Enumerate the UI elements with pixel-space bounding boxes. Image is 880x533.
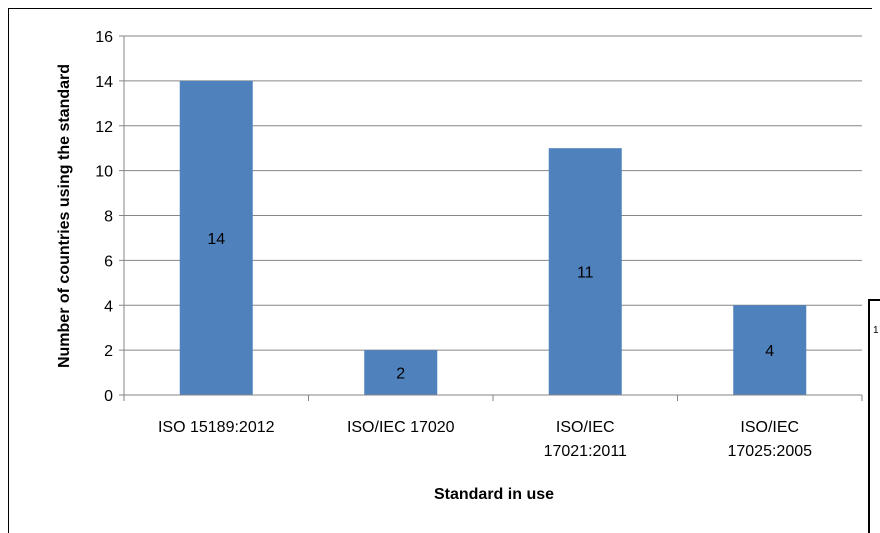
x-tick-label: ISO/IEC: [740, 419, 799, 436]
data-label: 4: [765, 343, 774, 360]
y-tick-label: 10: [95, 164, 113, 181]
x-tick-label: ISO/IEC 17020: [347, 419, 455, 436]
y-tick-label: 8: [104, 209, 113, 226]
y-tick-label: 2: [104, 343, 113, 360]
bar: [364, 350, 438, 395]
x-tick-label: 17021:2011: [544, 443, 627, 460]
y-tick-label: 6: [104, 253, 113, 270]
y-tick-label: 4: [104, 298, 113, 315]
background-window-partial-text: 1: [873, 325, 879, 336]
x-tick-label: ISO/IEC: [556, 419, 615, 436]
y-axis-title: Number of countries using the standard: [56, 64, 73, 368]
x-tick-label: ISO 15189:2012: [158, 419, 275, 436]
bar: [733, 305, 807, 395]
bars: [179, 80, 807, 395]
axis-labels: 0 2 4 6 8 10 12 14 16 14 ISO 15189:2012 2 ISO/IEC 17…: [95, 29, 812, 460]
background-window-edge: [868, 299, 880, 533]
bar: [179, 80, 253, 395]
y-tick-label: 16: [95, 29, 113, 46]
axes: [119, 35, 863, 401]
x-tick-label: 17025:2005: [727, 443, 812, 460]
y-tick-label: 12: [95, 119, 113, 136]
x-axis-title: Standard in use: [434, 486, 554, 503]
data-label: 14: [207, 231, 225, 248]
chart-frame: [8, 8, 872, 533]
y-tick-label: 14: [95, 74, 113, 91]
y-tick-label: 0: [104, 388, 113, 405]
data-label: 11: [577, 265, 594, 282]
data-label: 2: [396, 366, 405, 383]
bar: [548, 148, 622, 395]
